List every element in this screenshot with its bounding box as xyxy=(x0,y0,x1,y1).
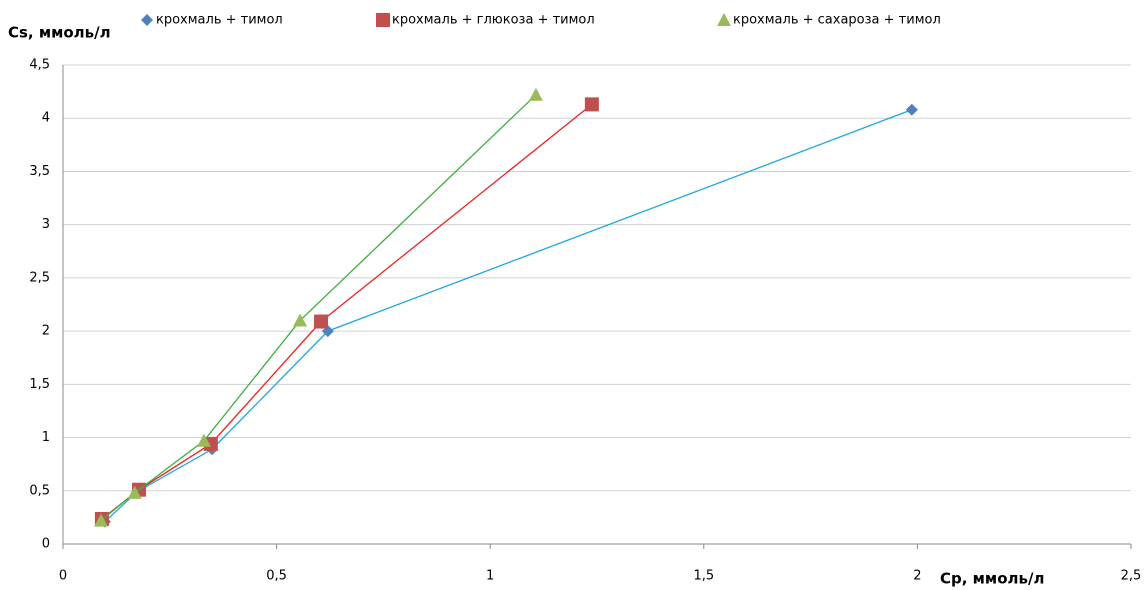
legend-label: крохмаль + сахароза + тимол xyxy=(733,13,941,28)
y-tick-label: 3 xyxy=(42,217,50,232)
x-tick-label: 0 xyxy=(59,569,67,584)
data-point xyxy=(314,314,329,329)
y-axis-title: Cs, ммоль/л xyxy=(8,24,111,42)
series-line xyxy=(100,94,537,522)
legend-marker xyxy=(376,13,390,27)
legend-label: крохмаль + глюкоза + тимол xyxy=(392,13,595,28)
legend-marker xyxy=(717,13,731,26)
data-point xyxy=(127,485,142,499)
legend-label: крохмаль + тимол xyxy=(156,13,283,28)
x-tick-label: 2,5 xyxy=(1121,569,1142,584)
x-tick-label: 1 xyxy=(486,569,494,584)
y-tick-label: 1 xyxy=(42,430,50,445)
data-point xyxy=(196,433,211,447)
y-tick-label: 0,5 xyxy=(29,483,50,498)
x-axis-title: Cp, ммоль/л xyxy=(940,570,1044,588)
data-point xyxy=(905,103,918,116)
legend-marker xyxy=(141,14,153,26)
data-point xyxy=(584,97,599,112)
x-tick-label: 1,5 xyxy=(693,569,714,584)
data-point xyxy=(528,87,543,101)
y-tick-label: 4,5 xyxy=(29,58,50,73)
y-tick-label: 2,5 xyxy=(29,270,50,285)
data-point xyxy=(293,313,308,327)
y-tick-label: 2 xyxy=(42,324,50,339)
y-tick-label: 3,5 xyxy=(29,164,50,179)
data-point xyxy=(94,513,109,527)
x-tick-label: 0,5 xyxy=(266,569,287,584)
x-tick-label: 2 xyxy=(913,569,921,584)
y-tick-label: 1,5 xyxy=(29,377,50,392)
y-tick-label: 4 xyxy=(42,111,50,126)
y-tick-label: 0 xyxy=(42,537,50,552)
series-line xyxy=(101,103,593,520)
